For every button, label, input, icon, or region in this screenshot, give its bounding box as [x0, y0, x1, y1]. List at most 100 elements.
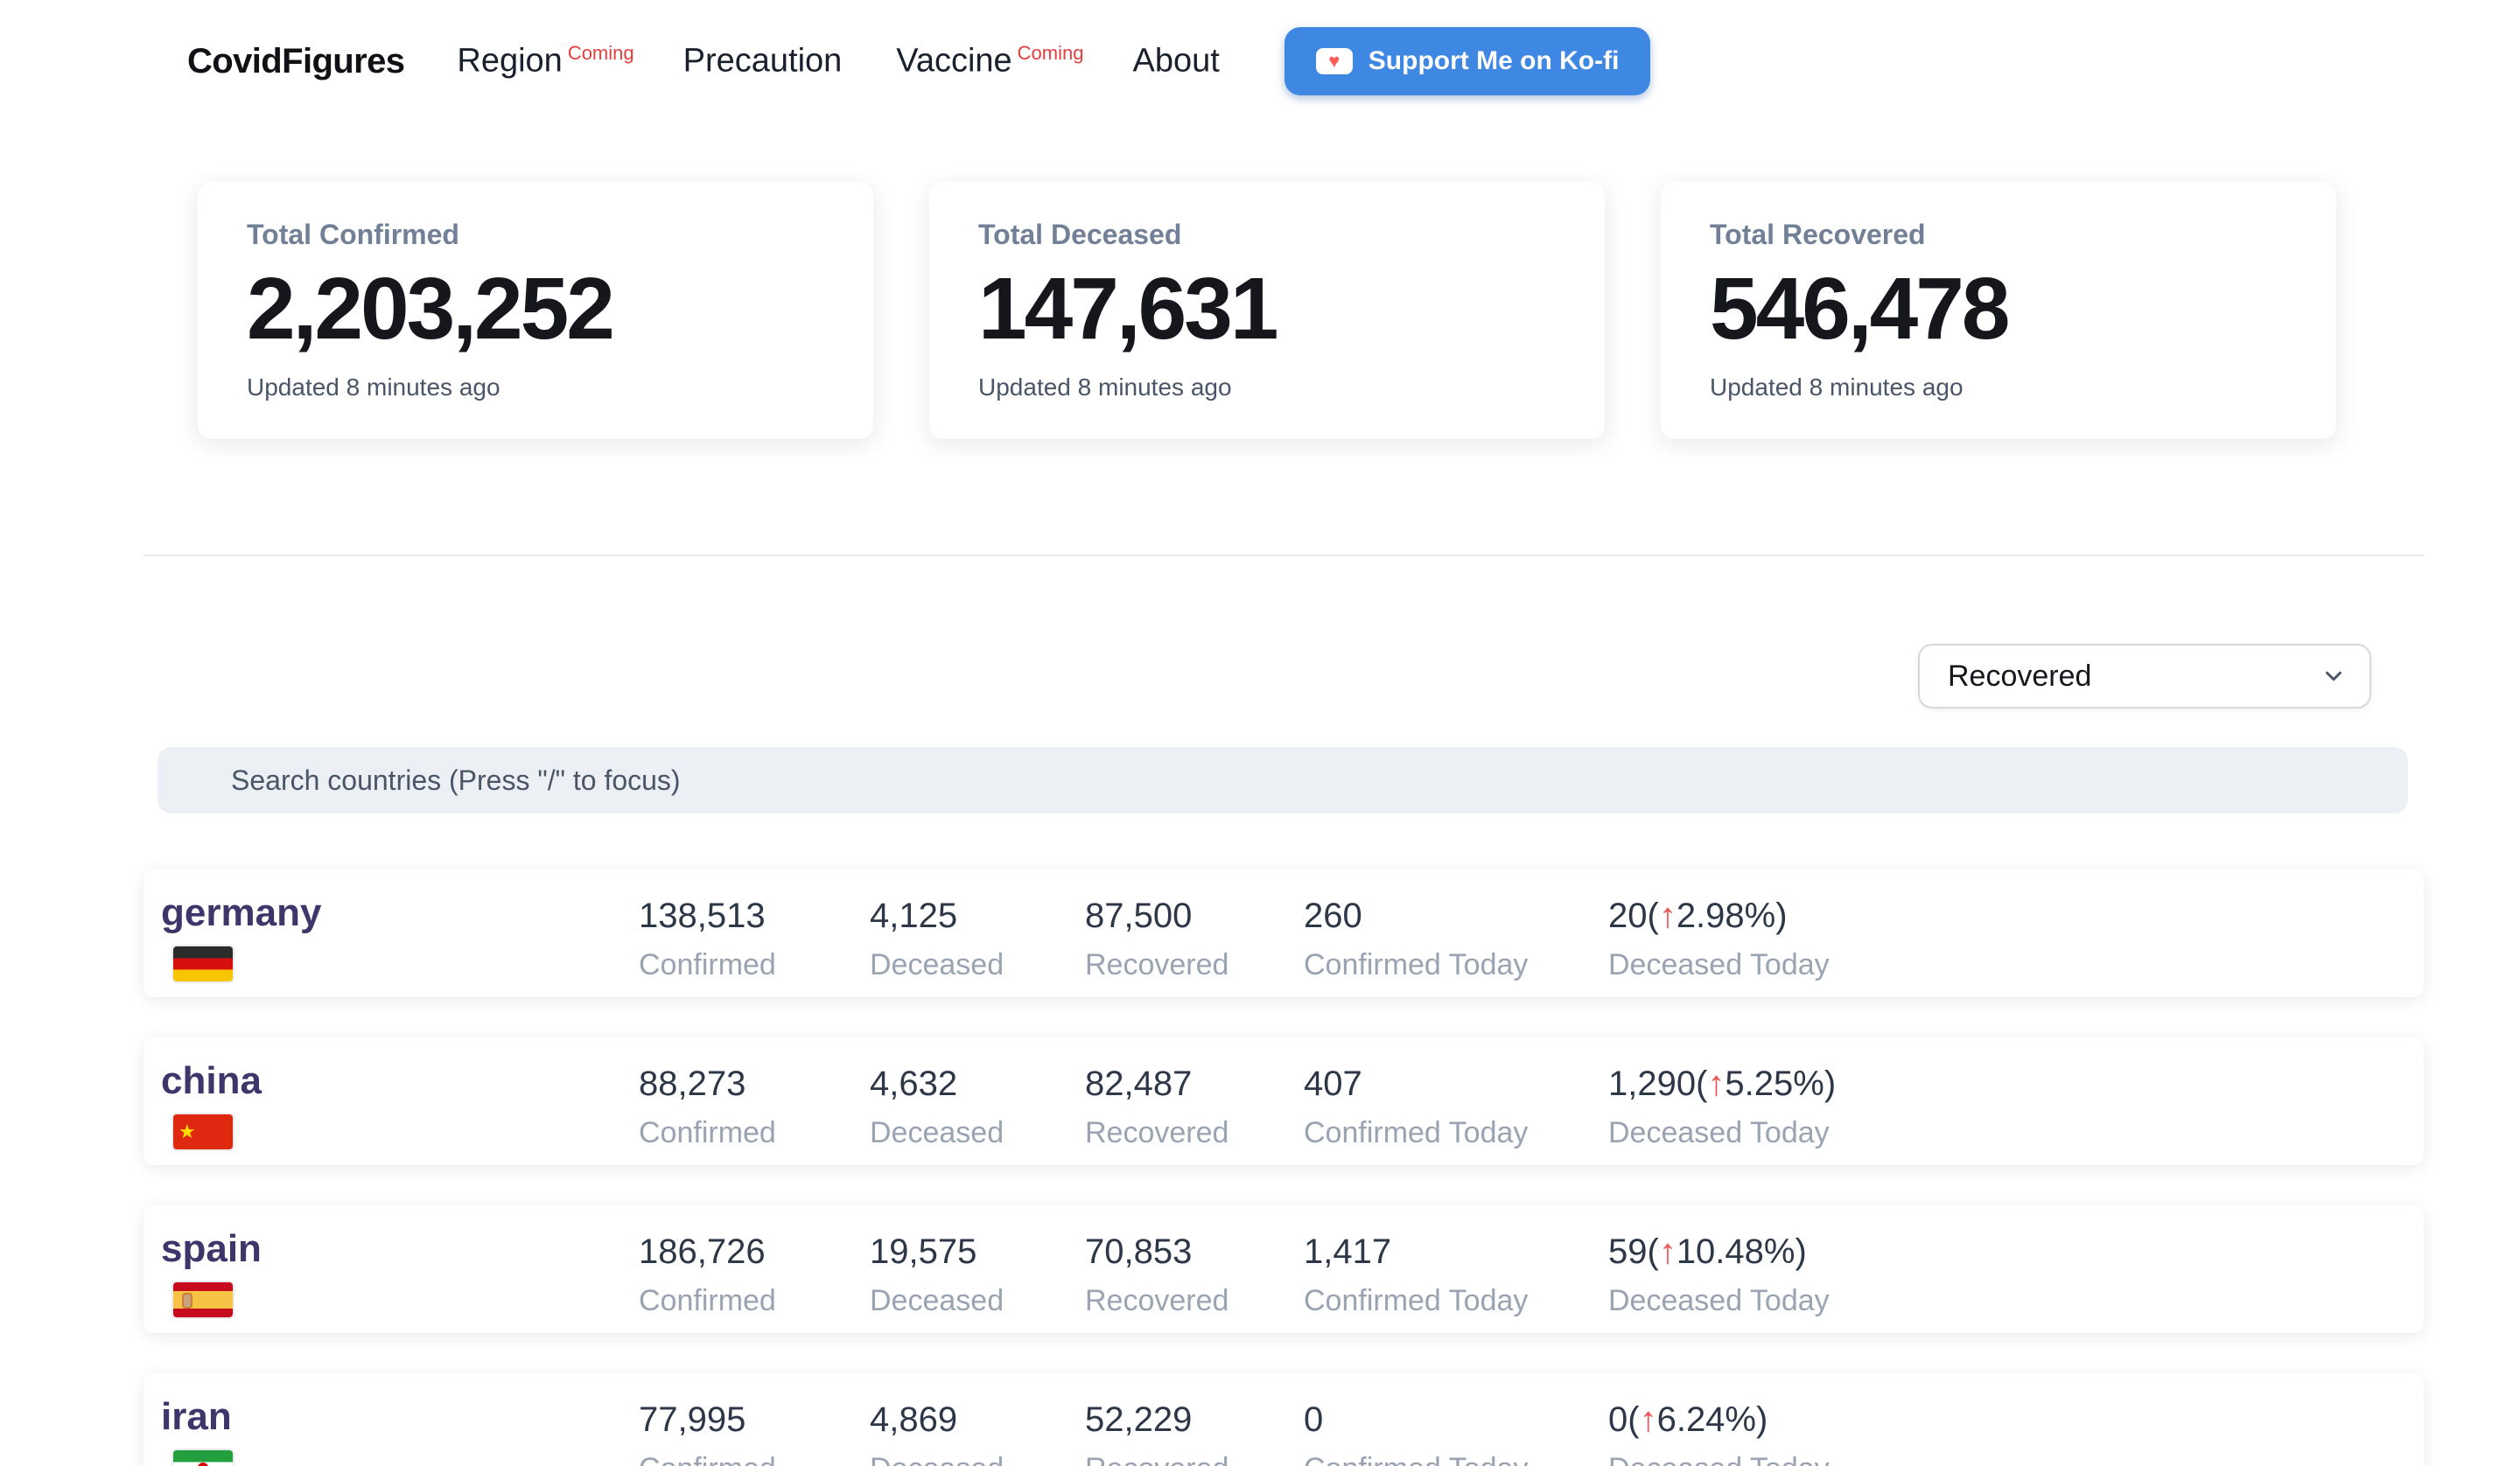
deceased-today-value: 0( [1608, 1400, 1640, 1439]
confirmed-today-label: Confirmed Today [1304, 1116, 1529, 1149]
deceased-today-label: Deceased Today [1608, 1284, 1830, 1317]
confirmed-today-value: 407 [1304, 1065, 1362, 1103]
deceased-label: Deceased [870, 1284, 1004, 1317]
deceased-today-label: Deceased Today [1608, 948, 1830, 981]
nav-item-label: Precaution [682, 42, 843, 80]
country-block: china [161, 1060, 639, 1165]
confirmed-today-value: 260 [1304, 897, 1362, 935]
coming-badge: Coming [567, 42, 634, 65]
nav-item-label: Region [457, 42, 563, 80]
deceased-value: 4,869 [870, 1400, 958, 1439]
updated-timestamp: Updated 8 minutes ago [1710, 373, 1964, 401]
deceased-today-percent: 6.24%) [1656, 1400, 1768, 1439]
card-title: Total Recovered [1710, 219, 1926, 250]
total-deceased-value: 147,631 [978, 260, 1278, 358]
search-input[interactable] [158, 747, 2408, 813]
deceased-label: Deceased [870, 948, 1004, 981]
deceased-today-percent: 5.25%) [1725, 1065, 1837, 1103]
updated-timestamp: Updated 8 minutes ago [978, 373, 1232, 401]
deceased-today-value: 20( [1608, 897, 1659, 935]
sort-dropdown-value: Recovered [1948, 659, 2092, 693]
china-flag-icon [173, 1114, 233, 1149]
deceased-today-percent: 10.48%) [1676, 1232, 1807, 1271]
nav-item-vaccine[interactable]: Vaccine Coming [896, 42, 1083, 80]
confirmed-today-value: 1,417 [1304, 1232, 1392, 1271]
confirmed-today-label: Confirmed Today [1304, 1452, 1608, 1466]
deceased-value: 19,575 [870, 1232, 977, 1271]
deceased-value: 4,125 [870, 897, 958, 935]
deceased-value: 4,632 [870, 1065, 958, 1103]
total-recovered-card: Total Recovered 546,478 Updated 8 minute… [1661, 182, 2336, 439]
nav-item-region[interactable]: Region Coming [457, 42, 634, 80]
list-controls: Recovered [144, 644, 2371, 709]
up-arrow-icon: ↑ [1658, 1232, 1676, 1271]
nav-item-label: Vaccine [896, 42, 1012, 80]
recovered-value: 87,500 [1085, 897, 1193, 935]
country-block: germany [161, 892, 639, 997]
confirmed-today-label: Confirmed Today [1304, 948, 1529, 981]
country-block: spain [161, 1228, 639, 1333]
deceased-today-value: 59( [1608, 1232, 1659, 1271]
country-row-spain[interactable]: spain 186,726 Confirmed 19,575 Deceased 70… [144, 1205, 2424, 1333]
nav-item-precaution[interactable]: Precaution [683, 42, 848, 80]
confirmed-value: 186,726 [639, 1232, 766, 1271]
recovered-value: 70,853 [1085, 1232, 1193, 1271]
country-row-germany[interactable]: germany 138,513 Confirmed 4,125 Deceased 8… [144, 869, 2424, 997]
recovered-value: 82,487 [1085, 1065, 1193, 1103]
deceased-today-percent: 2.98%) [1676, 897, 1788, 935]
total-recovered-value: 546,478 [1710, 260, 2010, 358]
updated-timestamp: Updated 8 minutes ago [247, 373, 500, 401]
confirmed-value: 77,995 [639, 1400, 746, 1439]
country-name: china [161, 1059, 262, 1102]
germany-flag-icon [173, 946, 233, 981]
recovered-value: 52,229 [1085, 1400, 1193, 1439]
nav-links: Region Coming Precaution Vaccine Coming Ab… [457, 42, 1273, 80]
nav-item-about[interactable]: About [1132, 42, 1224, 80]
navbar: CovidFigures Region Coming Precaution Vac… [0, 0, 2520, 122]
spain-flag-icon [173, 1282, 233, 1317]
chevron-down-icon [2326, 671, 2342, 681]
confirmed-value: 88,273 [639, 1065, 746, 1103]
coming-badge: Coming [1017, 42, 1084, 65]
card-title: Total Deceased [978, 219, 1182, 250]
recovered-label: Recovered [1085, 1116, 1229, 1149]
deceased-today-label: Deceased Today [1608, 1116, 1830, 1149]
heart-icon: ♥ [1328, 50, 1340, 72]
kofi-cup-icon: ♥ [1315, 48, 1353, 74]
section-divider [144, 555, 2424, 556]
total-deceased-card: Total Deceased 147,631 Updated 8 minutes… [929, 182, 1605, 439]
confirmed-today-value: 0 [1304, 1400, 1324, 1439]
total-confirmed-value: 2,203,252 [247, 260, 615, 358]
kofi-support-button[interactable]: ♥ Support Me on Ko-fi [1284, 27, 1651, 95]
search-bar [158, 747, 2520, 813]
total-confirmed-card: Total Confirmed 2,203,252 Updated 8 minu… [198, 182, 873, 439]
nav-item-label: About [1132, 42, 1220, 80]
country-name: spain [161, 1227, 262, 1270]
confirmed-label: Confirmed [639, 948, 776, 981]
sort-dropdown[interactable]: Recovered [1918, 644, 2371, 709]
country-row-iran[interactable]: iran 77,995 Confirmed 4,869 Deceased 52,22… [144, 1373, 2424, 1466]
confirmed-today-label: Confirmed Today [1304, 1284, 1529, 1317]
deceased-today-label: Deceased Today [1608, 1452, 2424, 1466]
recovered-label: Recovered [1085, 1284, 1229, 1317]
confirmed-label: Confirmed [639, 1452, 870, 1466]
deceased-today-value: 1,290( [1608, 1065, 1708, 1103]
up-arrow-icon: ↑ [1639, 1400, 1657, 1439]
deceased-label: Deceased [870, 1116, 1004, 1149]
brand-logo[interactable]: CovidFigures [187, 41, 405, 80]
deceased-label: Deceased [870, 1452, 1085, 1466]
kofi-button-label: Support Me on Ko-fi [1368, 46, 1620, 75]
recovered-label: Recovered [1085, 1452, 1304, 1466]
country-name: iran [161, 1395, 232, 1438]
card-title: Total Confirmed [247, 219, 459, 250]
confirmed-label: Confirmed [639, 1284, 776, 1317]
up-arrow-icon: ↑ [1658, 897, 1676, 935]
country-block: iran [161, 1396, 639, 1466]
iran-flag-icon [173, 1450, 233, 1466]
confirmed-label: Confirmed [639, 1116, 776, 1149]
country-row-china[interactable]: china 88,273 Confirmed 4,632 Deceased 82,4… [144, 1037, 2424, 1165]
country-list: germany 138,513 Confirmed 4,125 Deceased 8… [144, 869, 2424, 1466]
confirmed-value: 138,513 [639, 897, 766, 935]
recovered-label: Recovered [1085, 948, 1229, 981]
